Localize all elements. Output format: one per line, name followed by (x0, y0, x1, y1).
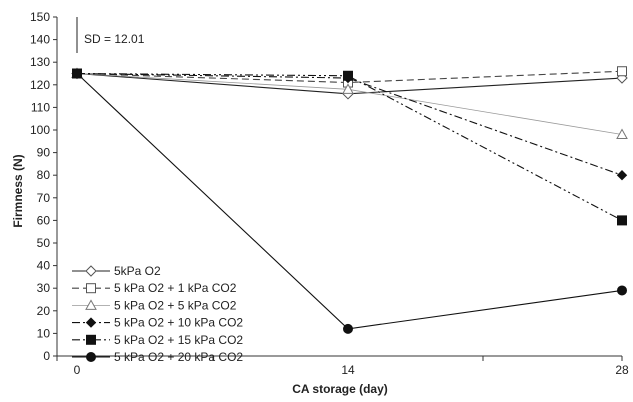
y-tick-label: 130 (30, 55, 50, 69)
y-tick-label: 20 (37, 304, 51, 318)
y-tick-label: 120 (30, 78, 50, 92)
y-tick-label: 60 (37, 213, 51, 227)
legend-item: 5kPa O2 (72, 264, 161, 278)
x-tick-label: 0 (74, 363, 81, 377)
y-tick-label: 80 (37, 168, 51, 182)
data-point (617, 215, 627, 226)
y-axis: 0 10 20 30 40 50 60 70 80 90 100 110 120 130 140 150 (30, 10, 58, 363)
y-axis-title: Firmness (N) (11, 154, 25, 227)
data-point (616, 169, 628, 181)
legend-marker (86, 334, 96, 345)
series-lines (71, 66, 628, 334)
legend-marker (86, 352, 96, 362)
x-tick-label: 14 (341, 363, 355, 377)
series-3 (71, 67, 628, 140)
legend-item: 5 kPa O2 + 5 kPa CO2 (72, 298, 237, 312)
legend-marker (86, 283, 96, 294)
data-point (617, 66, 627, 77)
legend-item: 5 kPa O2 + 20 kPa CO2 (72, 350, 243, 364)
series-6 (72, 68, 627, 334)
y-tick-label: 90 (37, 146, 51, 160)
sd-label: SD = 12.01 (84, 32, 145, 46)
legend: 5kPa O2 5 kPa O2 + 1 kPa CO2 5 kPa O2 + 5 … (72, 264, 243, 364)
legend-item: 5 kPa O2 + 15 kPa CO2 (72, 333, 243, 347)
legend-marker (85, 317, 97, 328)
x-tick-label: 28 (615, 363, 629, 377)
y-tick-label: 30 (37, 281, 51, 295)
y-tick-label: 10 (37, 326, 51, 340)
y-tick-label: 50 (37, 236, 51, 250)
y-tick-label: 40 (37, 259, 51, 273)
sd-annotation: SD = 12.01 (76, 17, 145, 53)
y-tick-label: 100 (30, 123, 50, 137)
x-axis-title: CA storage (day) (292, 382, 388, 396)
y-tick-label: 0 (43, 349, 50, 363)
data-point (342, 83, 354, 94)
data-point (72, 68, 82, 79)
legend-label: 5 kPa O2 + 15 kPa CO2 (114, 333, 243, 347)
legend-label: 5 kPa O2 + 1 kPa CO2 (114, 281, 237, 295)
legend-item: 5 kPa O2 + 10 kPa CO2 (72, 316, 243, 330)
series-line (76, 72, 623, 176)
x-axis: 0 14 28 (56, 355, 629, 377)
y-tick-label: 110 (31, 100, 50, 114)
data-point (617, 285, 627, 296)
data-point (343, 70, 353, 81)
y-tick-label: 70 (37, 191, 51, 205)
legend-marker (85, 299, 97, 310)
legend-item: 5 kPa O2 + 1 kPa CO2 (72, 281, 237, 295)
series-line (76, 72, 623, 221)
legend-label: 5 kPa O2 + 10 kPa CO2 (114, 316, 243, 330)
legend-label: 5 kPa O2 + 20 kPa CO2 (114, 350, 243, 364)
legend-label: 5 kPa O2 + 5 kPa CO2 (114, 298, 237, 312)
y-tick-label: 140 (30, 33, 50, 47)
data-point (343, 323, 353, 334)
y-tick-label: 150 (30, 10, 50, 24)
data-point (616, 128, 628, 140)
legend-marker (85, 265, 97, 277)
series-line (76, 70, 623, 84)
legend-label: 5kPa O2 (114, 264, 161, 278)
